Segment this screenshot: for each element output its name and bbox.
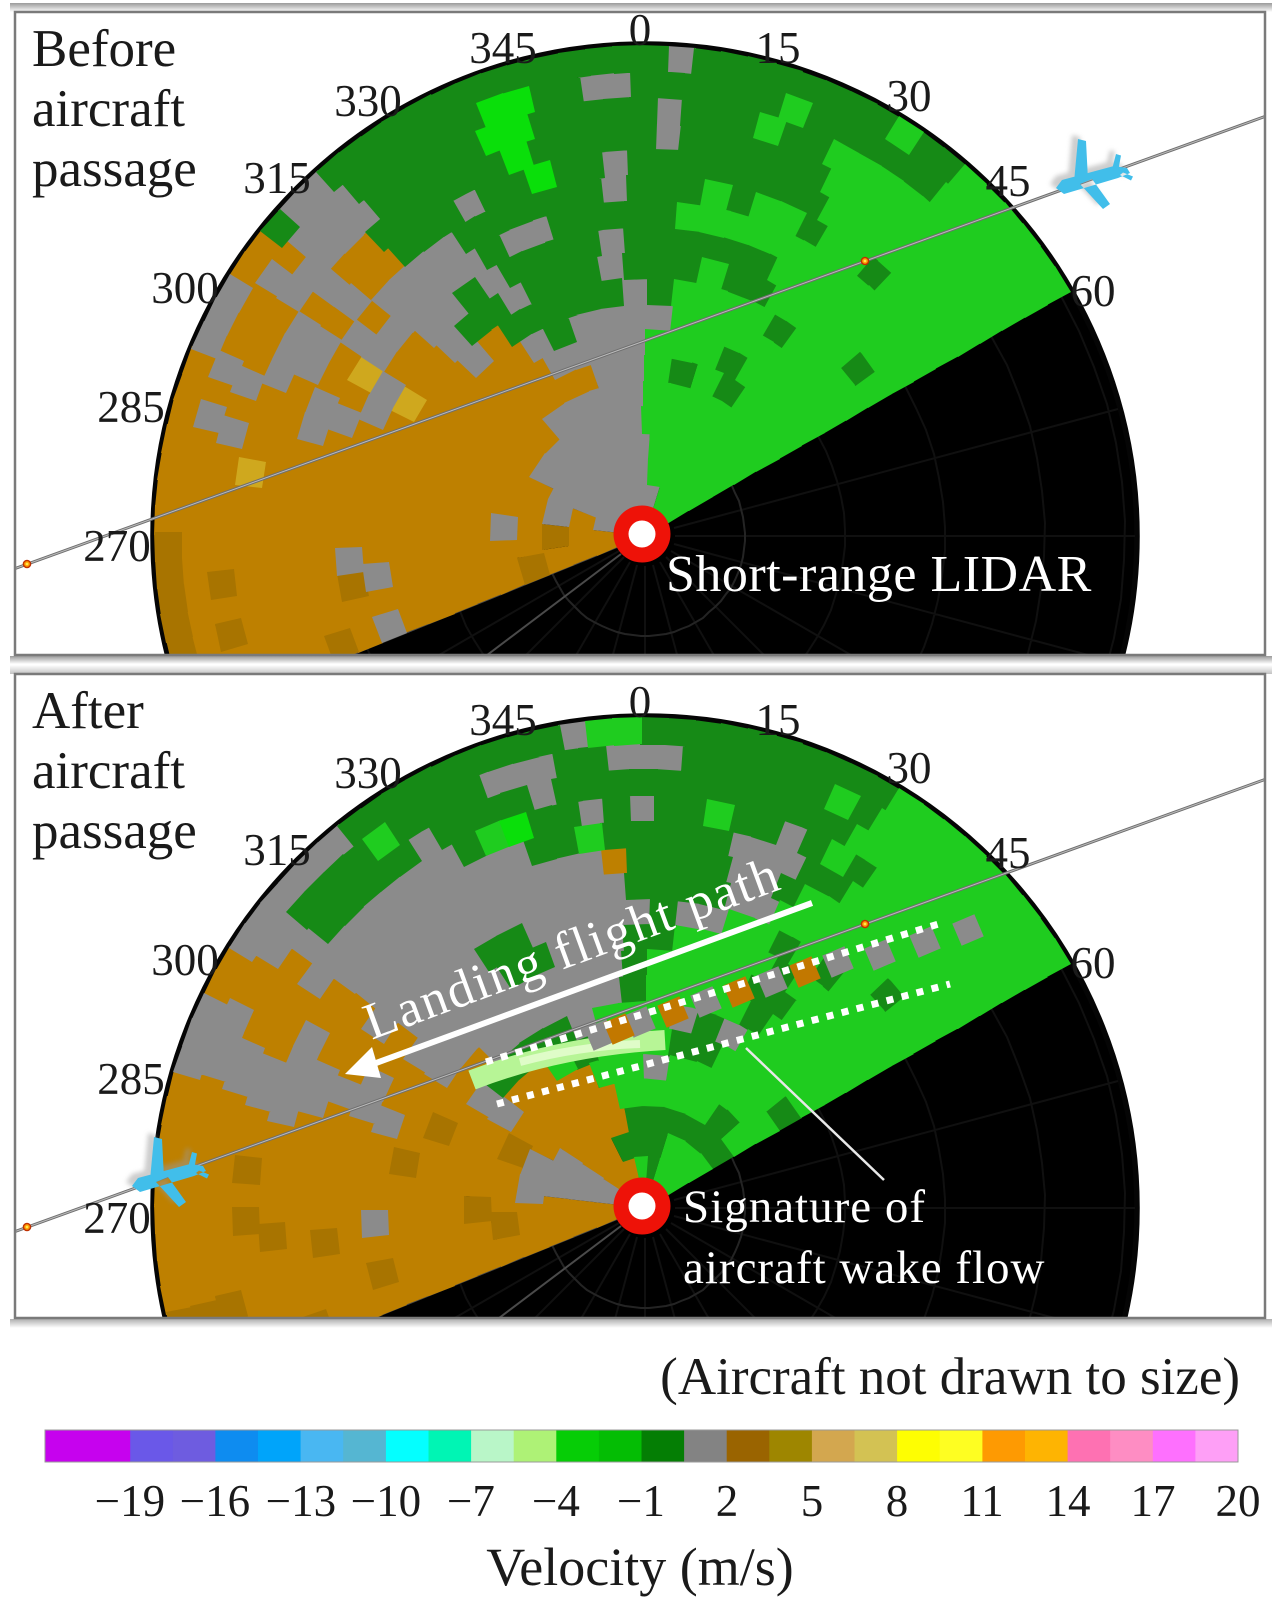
svg-text:285: 285 xyxy=(97,382,165,432)
svg-text:330: 330 xyxy=(334,748,402,798)
svg-text:60: 60 xyxy=(1071,266,1116,316)
svg-text:−1: −1 xyxy=(617,1476,665,1526)
svg-text:After: After xyxy=(32,682,144,740)
svg-text:345: 345 xyxy=(469,695,537,745)
svg-text:aircraft: aircraft xyxy=(32,80,185,138)
svg-text:15: 15 xyxy=(756,23,801,73)
svg-text:−19: −19 xyxy=(95,1476,165,1526)
svg-text:(Aircraft not drawn to size): (Aircraft not drawn to size) xyxy=(660,1348,1240,1406)
svg-text:60: 60 xyxy=(1071,938,1116,988)
svg-text:315: 315 xyxy=(243,153,311,203)
svg-text:17: 17 xyxy=(1131,1476,1176,1526)
svg-text:15: 15 xyxy=(756,695,801,745)
svg-text:14: 14 xyxy=(1046,1476,1091,1526)
svg-text:Short-range LIDAR: Short-range LIDAR xyxy=(666,546,1092,603)
svg-text:300: 300 xyxy=(151,263,219,313)
svg-text:−4: −4 xyxy=(532,1476,580,1526)
svg-text:−16: −16 xyxy=(180,1476,250,1526)
svg-text:270: 270 xyxy=(83,521,151,571)
svg-text:8: 8 xyxy=(886,1476,909,1526)
svg-text:30: 30 xyxy=(887,71,932,121)
svg-text:45: 45 xyxy=(986,828,1031,878)
svg-text:285: 285 xyxy=(97,1054,165,1104)
svg-text:Velocity (m/s): Velocity (m/s) xyxy=(486,1537,793,1597)
svg-text:45: 45 xyxy=(986,156,1031,206)
svg-text:aircraft wake flow: aircraft wake flow xyxy=(683,1242,1045,1294)
svg-text:passage: passage xyxy=(32,802,197,860)
svg-text:20: 20 xyxy=(1216,1476,1261,1526)
svg-text:0: 0 xyxy=(629,5,652,55)
svg-text:11: 11 xyxy=(960,1476,1003,1526)
svg-text:Before: Before xyxy=(32,20,176,78)
svg-text:30: 30 xyxy=(887,743,932,793)
svg-text:315: 315 xyxy=(243,825,311,875)
svg-text:−7: −7 xyxy=(447,1476,495,1526)
svg-text:Signature of: Signature of xyxy=(683,1181,926,1233)
svg-text:0: 0 xyxy=(629,677,652,727)
svg-text:5: 5 xyxy=(801,1476,824,1526)
svg-text:2: 2 xyxy=(716,1476,739,1526)
svg-text:passage: passage xyxy=(32,140,197,198)
svg-text:−13: −13 xyxy=(266,1476,336,1526)
svg-text:270: 270 xyxy=(83,1193,151,1243)
svg-text:−10: −10 xyxy=(351,1476,421,1526)
svg-text:345: 345 xyxy=(469,23,537,73)
svg-text:300: 300 xyxy=(151,935,219,985)
svg-text:330: 330 xyxy=(334,76,402,126)
svg-text:aircraft: aircraft xyxy=(32,742,185,800)
